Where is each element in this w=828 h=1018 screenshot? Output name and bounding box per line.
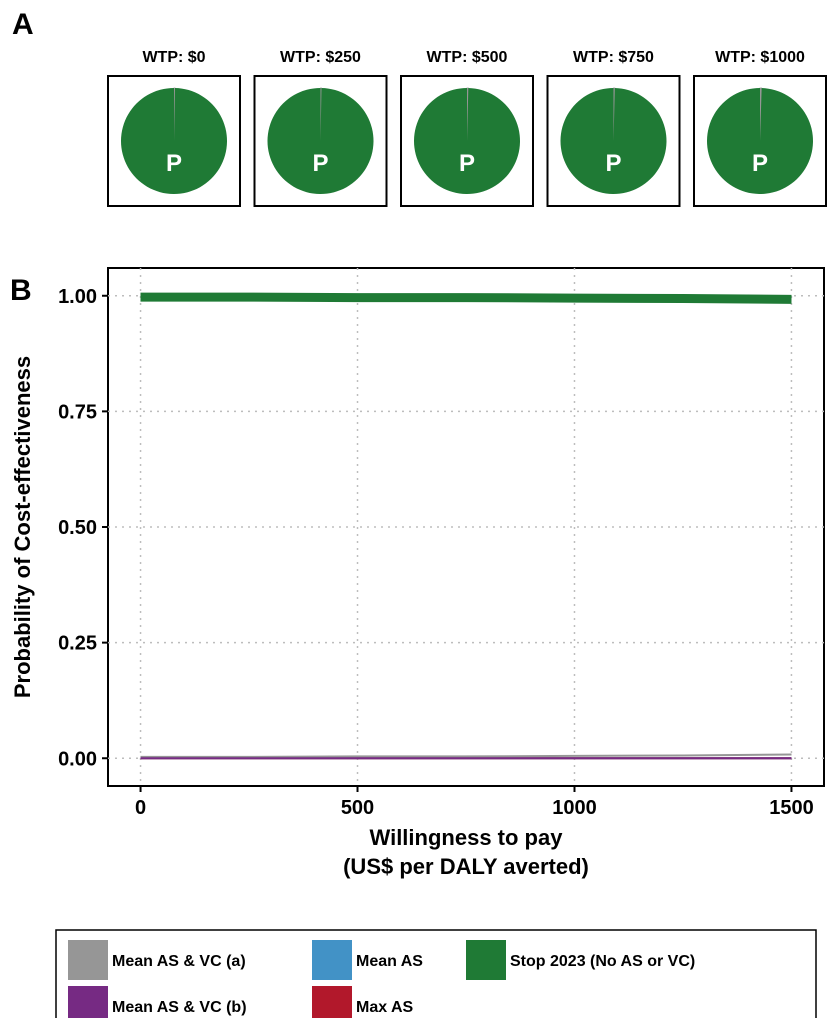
pie-title: WTP: $1000 [715, 49, 805, 66]
y-tick-label: 0.75 [58, 401, 97, 423]
legend-swatch [68, 986, 108, 1018]
legend: Mean AS & VC (a) Mean AS Stop 2023 (No AS … [55, 929, 817, 1018]
pie-slice [414, 88, 521, 195]
legend-swatch [312, 940, 352, 980]
pie-title: WTP: $0 [142, 49, 205, 66]
legend-label: Mean AS [356, 953, 423, 970]
series-lines [140, 292, 792, 760]
legend-frame [55, 929, 817, 1018]
pie-slice [267, 88, 374, 195]
legend-swatch [312, 986, 352, 1018]
pie-slice-label: P [312, 150, 328, 177]
pie-slice-label: P [752, 150, 768, 177]
legend-swatch [466, 940, 506, 980]
pie-box [693, 75, 827, 207]
pie-slice-label: P [605, 150, 621, 177]
pie-slice [759, 87, 763, 142]
pie-box [107, 75, 241, 207]
pie-3: WTP: $750 P [546, 49, 681, 207]
pie-box [546, 75, 681, 207]
pie-slice [466, 87, 469, 142]
pie-slice [613, 87, 616, 142]
pie-box [253, 75, 388, 207]
pie-box [400, 75, 534, 207]
x-tick-label: 0 [135, 797, 146, 819]
x-axis: 0 500 1000 1500 [135, 786, 814, 819]
pie-title: WTP: $250 [280, 49, 361, 66]
pie-slice [706, 88, 814, 195]
pie-slice-label: P [166, 150, 182, 177]
y-tick-label: 0.50 [58, 517, 97, 539]
series-line [140, 753, 792, 758]
pie-slice [121, 88, 228, 195]
y-tick-label: 1.00 [58, 286, 97, 308]
panel-b-letter: B [10, 274, 32, 307]
x-tick-label: 1500 [769, 797, 814, 819]
pie-4: WTP: $1000 P [693, 49, 827, 207]
legend-label: Mean AS & VC (b) [112, 999, 247, 1016]
x-axis-title-line1: Willingness to pay [370, 825, 564, 850]
x-tick-label: 1000 [552, 797, 597, 819]
pie-title: WTP: $750 [573, 49, 654, 66]
y-axis: 0.00 0.25 0.50 0.75 1.00 [58, 286, 108, 770]
pie-slice [173, 87, 176, 142]
y-axis-title: Probability of Cost-effectiveness [10, 356, 35, 698]
legend-label: Mean AS & VC (a) [112, 953, 246, 970]
y-tick-label: 0.00 [58, 748, 97, 770]
x-tick-label: 500 [341, 797, 374, 819]
pie-slice [320, 87, 322, 142]
pie-slice [560, 88, 667, 195]
legend-label: Max AS [356, 999, 414, 1016]
legend-label: Stop 2023 (No AS or VC) [510, 953, 695, 970]
pie-0: WTP: $0 P [107, 49, 241, 207]
pie-2: WTP: $500 P [400, 49, 534, 207]
grid-lines [108, 268, 824, 786]
pie-slice-label: P [459, 150, 475, 177]
line-plot: 0.00 0.25 0.50 0.75 1.00 0 500 1000 1500 Probab… [10, 267, 825, 879]
pie-1: WTP: $250 P [253, 49, 388, 207]
y-tick-label: 0.25 [58, 633, 97, 655]
x-axis-title-line2: (US$ per DALY averted) [343, 854, 589, 879]
series-line [140, 292, 792, 304]
legend-swatch [68, 940, 108, 980]
panel-a-letter: A [12, 8, 34, 41]
pie-title: WTP: $500 [427, 49, 508, 66]
